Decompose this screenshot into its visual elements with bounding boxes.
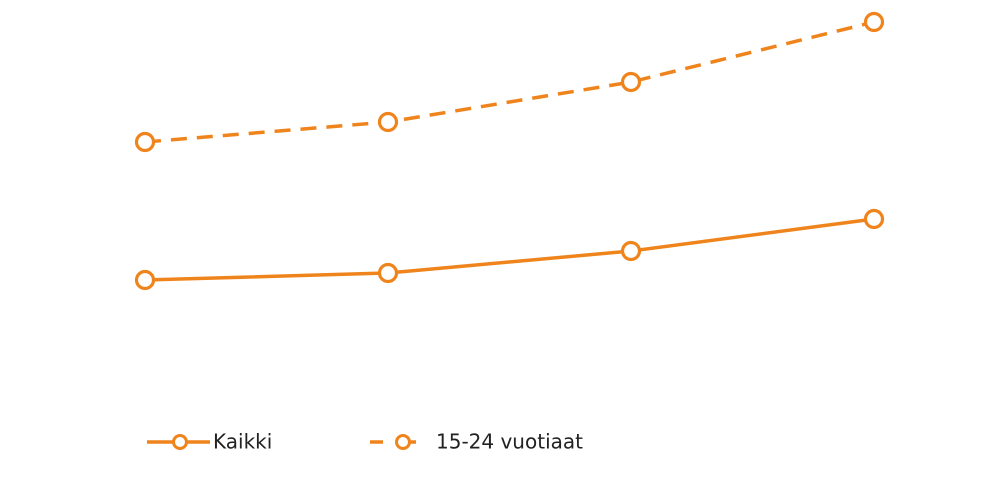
- legend-item: Kaikki: [147, 430, 272, 454]
- legend-item: 15-24 vuotiaat: [370, 430, 583, 454]
- point-marker: [377, 111, 399, 133]
- series-line: [144, 217, 875, 282]
- point-marker: [863, 11, 885, 33]
- legend-marker: [172, 434, 188, 450]
- legend-label: Kaikki: [213, 430, 272, 454]
- point-marker: [620, 71, 642, 93]
- point-marker: [620, 240, 642, 262]
- point-marker: [863, 208, 885, 230]
- point-marker: [377, 262, 399, 284]
- legend-label: 15-24 vuotiaat: [436, 430, 583, 454]
- legend-marker: [395, 434, 411, 450]
- point-marker: [134, 269, 156, 291]
- point-marker: [134, 131, 156, 153]
- series-line: [144, 20, 875, 144]
